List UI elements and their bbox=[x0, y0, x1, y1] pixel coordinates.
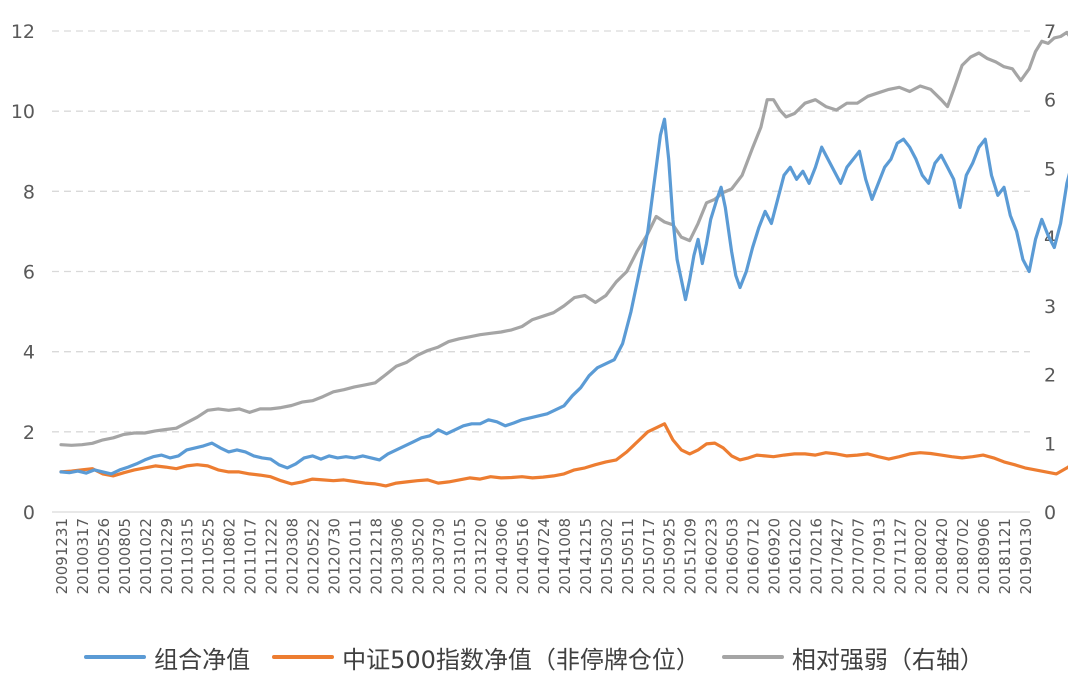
x-tick-label: 20150717 bbox=[640, 518, 658, 594]
y-tick-label: 2 bbox=[23, 422, 35, 444]
x-tick-label: 20161202 bbox=[786, 518, 804, 594]
legend-label-csi500: 中证500指数净值（非停牌仓位） bbox=[342, 645, 700, 674]
x-tick-label: 20120522 bbox=[304, 518, 322, 594]
x-tick-label: 20140306 bbox=[493, 518, 511, 594]
series-line-portfolio bbox=[59, 117, 1068, 476]
x-tick-label: 20160223 bbox=[703, 518, 721, 594]
legend-item-portfolio: 组合净值 bbox=[84, 640, 250, 675]
legend-swatch-csi500 bbox=[272, 655, 335, 659]
x-tick-label: 20110802 bbox=[221, 518, 239, 594]
y2-tick-label: 3 bbox=[1044, 296, 1056, 318]
legend-swatch-relative-strength bbox=[721, 655, 784, 659]
x-tick-label: 20131015 bbox=[451, 518, 469, 594]
series-line-csi500 bbox=[59, 422, 1068, 488]
x-tick-label: 20190130 bbox=[1017, 518, 1035, 594]
x-tick-label: 20180906 bbox=[975, 518, 993, 594]
x-tick-label: 20120308 bbox=[284, 518, 302, 594]
x-tick-label: 20120730 bbox=[325, 518, 343, 594]
x-tick-label: 20110525 bbox=[200, 518, 218, 594]
x-tick-label: 20111017 bbox=[242, 518, 260, 594]
x-tick-label: 20180702 bbox=[954, 518, 972, 594]
legend-swatch-portfolio bbox=[84, 655, 147, 659]
legend-item-relative-strength: 相对强弱（右轴） bbox=[721, 640, 984, 675]
x-tick-label: 20100317 bbox=[74, 518, 92, 594]
x-tick-label: 20181121 bbox=[996, 518, 1014, 594]
legend: 组合净值 中证500指数净值（非停牌仓位） 相对强弱（右轴） bbox=[0, 632, 1068, 682]
y-tick-label: 12 bbox=[11, 21, 35, 43]
x-tick-label: 20160503 bbox=[724, 518, 742, 594]
series-line-relative-strength bbox=[59, 30, 1068, 447]
x-tick-label: 20101022 bbox=[137, 518, 155, 594]
y-tick-label: 0 bbox=[23, 502, 35, 524]
legend-item-csi500: 中证500指数净值（非停牌仓位） bbox=[272, 640, 700, 675]
x-tick-label: 20170707 bbox=[849, 518, 867, 594]
x-tick-label: 20140724 bbox=[535, 518, 553, 594]
x-tick-label: 20121011 bbox=[346, 518, 364, 594]
x-tick-label: 20100805 bbox=[116, 518, 134, 594]
x-tick-label: 20160920 bbox=[766, 518, 784, 594]
legend-label-portfolio: 组合净值 bbox=[154, 645, 251, 674]
x-tick-label: 20150925 bbox=[661, 518, 679, 594]
y-tick-label: 4 bbox=[23, 342, 35, 364]
x-tick-label: 20091231 bbox=[53, 518, 71, 594]
x-tick-label: 20151209 bbox=[682, 518, 700, 594]
x-tick-label: 20141215 bbox=[577, 518, 595, 594]
x-tick-label: 20110315 bbox=[179, 518, 197, 594]
x-tick-label: 20170427 bbox=[828, 518, 846, 594]
x-tick-label: 20150511 bbox=[619, 518, 637, 594]
y2-tick-label: 5 bbox=[1044, 158, 1056, 180]
y-tick-label: 8 bbox=[23, 181, 35, 203]
x-tick-label: 20100526 bbox=[95, 518, 113, 594]
x-tick-label: 20101229 bbox=[158, 518, 176, 594]
x-tick-label: 20121218 bbox=[367, 518, 385, 594]
legend-label-relative-strength: 相对强弱（右轴） bbox=[791, 645, 984, 674]
x-tick-label: 20111222 bbox=[263, 518, 281, 594]
y2-tick-label: 6 bbox=[1044, 90, 1056, 112]
x-tick-label: 20130730 bbox=[430, 518, 448, 594]
y-tick-label: 10 bbox=[11, 101, 35, 123]
x-tick-label: 20141008 bbox=[556, 518, 574, 594]
x-tick-label: 20131220 bbox=[472, 518, 490, 594]
y2-tick-label: 0 bbox=[1044, 502, 1056, 524]
x-tick-label: 20130520 bbox=[409, 518, 427, 594]
x-tick-label: 20150302 bbox=[598, 518, 616, 594]
x-tick-label: 20180420 bbox=[933, 518, 951, 594]
x-tick-label: 20180202 bbox=[912, 518, 930, 594]
x-tick-label: 20171127 bbox=[891, 518, 909, 594]
x-tick-label: 20170913 bbox=[870, 518, 888, 594]
y2-tick-label: 1 bbox=[1044, 433, 1056, 455]
x-tick-label: 20140516 bbox=[514, 518, 532, 594]
x-tick-label: 20170216 bbox=[807, 518, 825, 594]
x-tick-label: 20160712 bbox=[745, 518, 763, 594]
y-tick-label: 6 bbox=[23, 262, 35, 284]
x-tick-label: 20130306 bbox=[388, 518, 406, 594]
y2-tick-label: 2 bbox=[1044, 365, 1056, 387]
